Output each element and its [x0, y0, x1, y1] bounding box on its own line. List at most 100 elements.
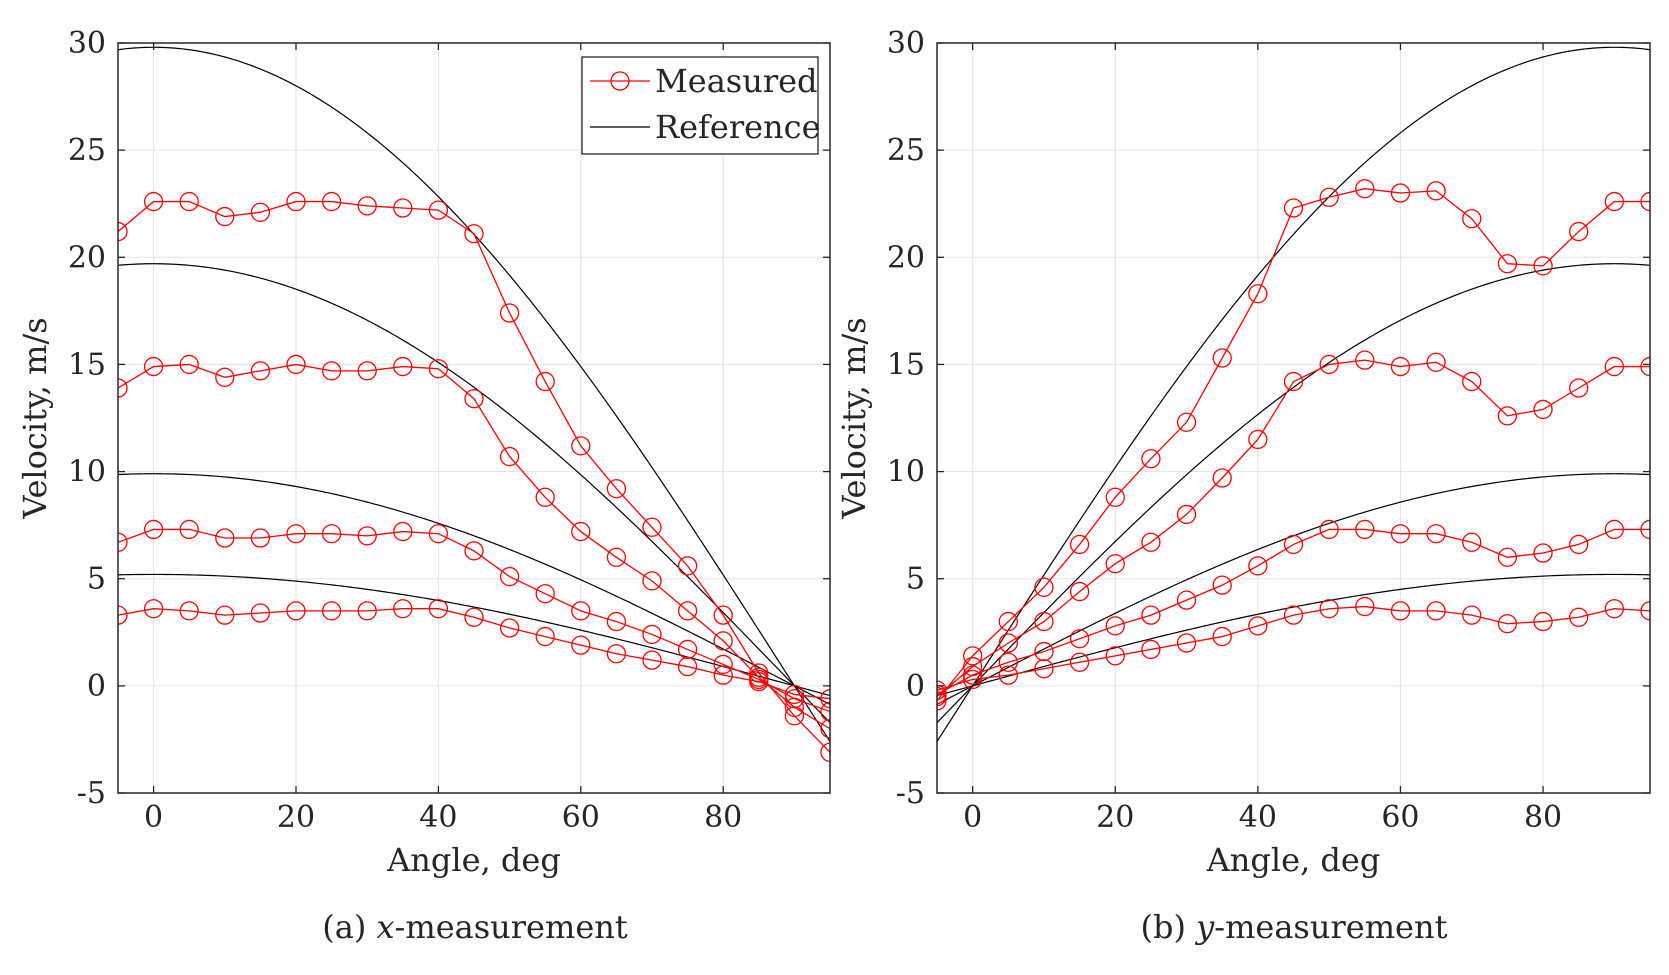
measured-point: [393, 356, 413, 377]
measured-point: [1497, 547, 1518, 567]
measured-point: [1497, 614, 1518, 634]
y-tick-label: 20: [887, 240, 925, 275]
measured-point: [1355, 519, 1375, 540]
y-tick-label: 10: [887, 455, 925, 490]
measured-point: [1426, 352, 1446, 372]
measured-point: [820, 701, 830, 722]
x-tick-label: 80: [1524, 800, 1562, 835]
x-tick-label: 0: [144, 800, 163, 835]
measured-point: [1569, 607, 1589, 627]
y-tick-label: 25: [887, 133, 925, 168]
measured-point: [1176, 412, 1197, 432]
measured-point: [1604, 519, 1624, 540]
x-axis-title: Angle, deg: [386, 841, 561, 879]
measured-point: [118, 378, 128, 398]
measured-point: [937, 684, 947, 705]
x-tick-label: 20: [277, 800, 315, 835]
legend-label: Measured: [655, 62, 818, 100]
measured-point: [998, 611, 1018, 632]
measured-point: [1069, 534, 1090, 555]
measured-point: [143, 191, 164, 212]
measured-point: [464, 224, 484, 244]
measured-point: [1034, 659, 1054, 679]
measured-point: [1462, 371, 1482, 392]
measured-point: [998, 665, 1018, 685]
measured-point: [1283, 371, 1304, 392]
measured-point: [937, 691, 947, 711]
measured-line-4: [118, 608, 830, 700]
plot-frame: [936, 42, 1651, 794]
measured-line-3: [937, 528, 1650, 696]
measured-point: [321, 524, 342, 544]
panel-caption: (b) y-measurement: [1141, 908, 1448, 946]
chart-panel-b: 0 20 40 60 80 -5 0 5 10 15 20 25 30 Angle, deg Velocit…: [835, 26, 1651, 946]
measured-point: [357, 196, 377, 216]
y-tick-label: -5: [77, 776, 106, 811]
y-tick-label: 10: [68, 455, 106, 490]
measured-point: [784, 689, 805, 709]
measured-point: [535, 584, 555, 604]
measured-point: [1533, 543, 1553, 563]
measured-point: [1390, 524, 1411, 544]
measured-point: [1640, 519, 1650, 540]
measured-point: [677, 601, 698, 621]
measured-point: [1141, 532, 1161, 552]
measured-point: [1034, 641, 1054, 662]
measured-point: [1248, 616, 1268, 636]
measured-point: [1069, 581, 1090, 602]
measured-point: [321, 361, 342, 381]
measured-point: [321, 191, 342, 212]
measured-point: [286, 524, 306, 544]
measured-point: [1212, 468, 1232, 488]
measured-point: [1069, 629, 1090, 649]
measured-point: [1248, 284, 1268, 304]
measured-point: [250, 603, 271, 623]
measured-point: [1141, 605, 1161, 625]
measured-point: [1319, 187, 1339, 207]
measured-point: [1640, 601, 1650, 621]
y-tick-label: 5: [87, 562, 106, 597]
measured-point: [1604, 356, 1624, 377]
measured-point: [642, 650, 662, 670]
y-tick-label: 15: [68, 347, 106, 382]
measured-point: [1569, 378, 1589, 398]
measured-point: [784, 684, 805, 705]
measured-point: [499, 618, 520, 638]
measured-point: [464, 389, 484, 409]
measured-point: [1283, 534, 1304, 555]
measured-point: [179, 191, 199, 212]
measured-point: [1248, 429, 1268, 450]
panel-caption: (a) x-measurement: [322, 908, 628, 946]
measured-point: [1462, 532, 1482, 552]
measured-point: [499, 303, 520, 323]
measured-point: [1176, 504, 1197, 525]
measured-point: [998, 652, 1018, 672]
measured-point: [1390, 183, 1411, 203]
x-tick-label: 80: [704, 800, 742, 835]
measured-point: [1355, 596, 1375, 617]
measured-point: [1462, 605, 1482, 625]
measured-point: [286, 354, 306, 375]
reference-line-3: [118, 473, 830, 705]
plot-frame: [117, 42, 831, 794]
measured-point: [677, 639, 698, 660]
measured-line-3: [118, 528, 830, 713]
measured-point: [1497, 406, 1518, 426]
measured-point: [1640, 191, 1650, 212]
reference-line-1: [937, 46, 1650, 742]
measured-point: [464, 541, 484, 561]
reference-line-4: [937, 573, 1650, 697]
measured-point: [713, 665, 733, 685]
measured-point: [179, 354, 199, 375]
measured-point: [1319, 354, 1339, 375]
x-tick-label: 60: [1381, 800, 1419, 835]
y-tick-label: 0: [906, 669, 925, 704]
measured-point: [677, 656, 698, 677]
measured-point: [606, 644, 627, 664]
measured-point: [215, 605, 235, 625]
measured-point: [571, 436, 591, 456]
measured-point: [1355, 350, 1375, 370]
measured-point: [713, 654, 733, 675]
measured-point: [143, 519, 164, 540]
